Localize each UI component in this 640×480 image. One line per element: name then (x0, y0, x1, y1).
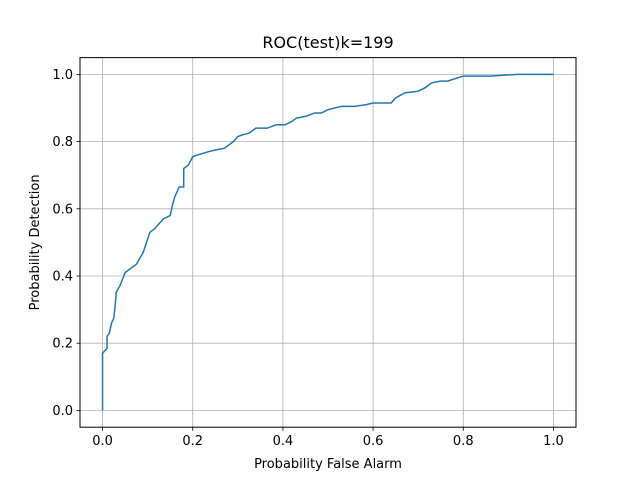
roc-curve (101, 73, 554, 411)
x-tick-label: 0.2 (182, 434, 203, 449)
series-layer (101, 73, 554, 411)
grid (80, 57, 576, 428)
plot-frame (79, 57, 577, 428)
y-tick-label: 0.6 (52, 202, 73, 217)
x-tick-label: 0.4 (273, 434, 294, 449)
x-tick-label: 0.0 (92, 434, 113, 449)
x-axis-label: Probability False Alarm (254, 457, 402, 472)
x-tick-label: 0.6 (363, 434, 384, 449)
y-tick-label: 1.0 (52, 68, 73, 83)
y-tick-label: 0.4 (52, 270, 73, 285)
x-tick-label: 0.8 (453, 434, 474, 449)
ticks: 0.0 0.2 0.4 0.6 0.8 1.0 0.0 0.2 0.4 0.6 0.8 1.0 (52, 68, 563, 449)
y-axis-label: Probability Detection (28, 174, 43, 310)
y-tick-label: 0.8 (52, 135, 73, 150)
x-tick-label: 1.0 (543, 434, 564, 449)
y-tick-label: 0.2 (52, 337, 73, 352)
y-tick-label: 0.0 (52, 404, 73, 419)
chart-title: ROC(test)k=199 (262, 33, 393, 52)
